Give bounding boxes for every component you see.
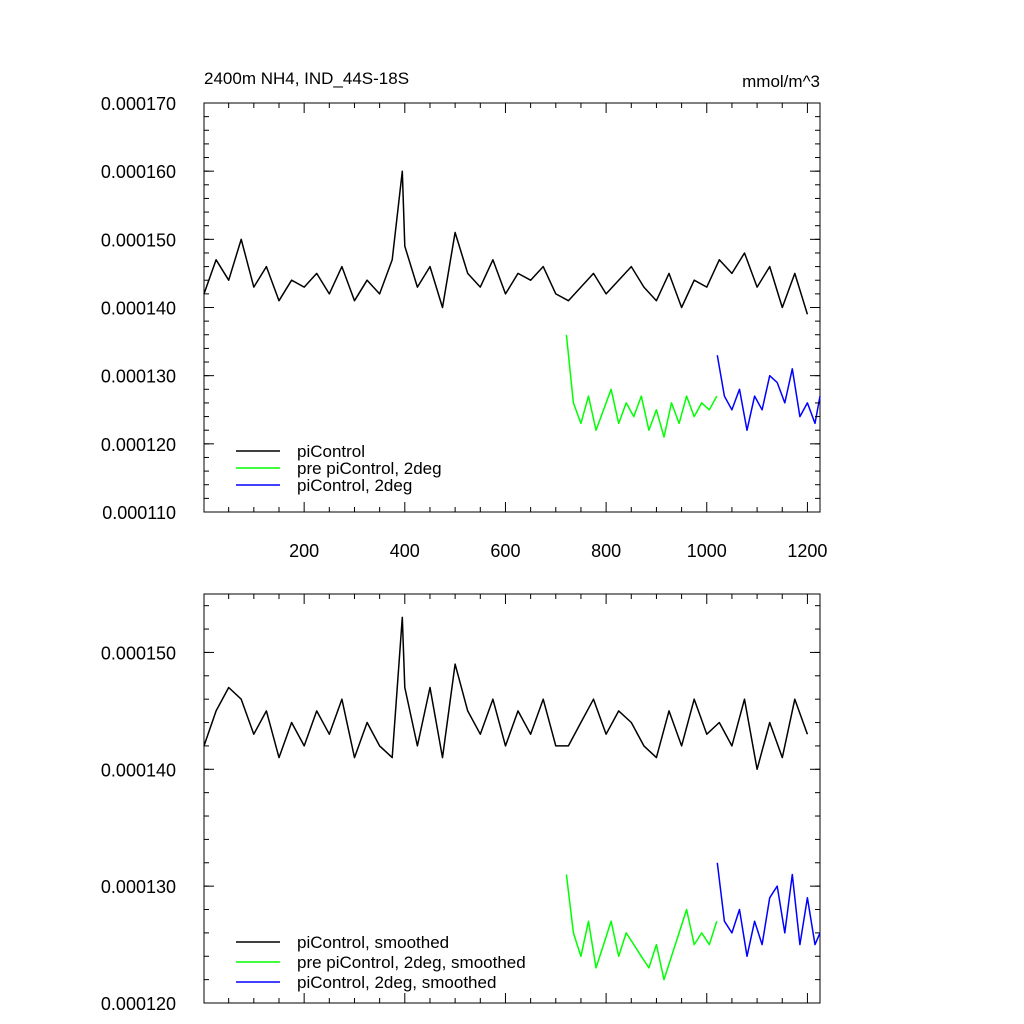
y-tick-label: 0.000130 [101, 877, 176, 897]
x-tick-label: 200 [289, 541, 319, 561]
x-tick-label: 600 [490, 541, 520, 561]
y-tick-label: 0.000150 [101, 643, 176, 663]
y-tick-label: 0.000130 [101, 367, 176, 387]
legend-label-0: piControl [297, 442, 365, 461]
series-line-2 [716, 355, 821, 431]
y-tick-label: 0.000140 [101, 299, 176, 319]
legend-label-0: piControl, smoothed [297, 933, 449, 952]
y-tick-label: 0.000140 [101, 760, 176, 780]
units-label: mmol/m^3 [742, 72, 820, 91]
legend-label-2: piControl, 2deg [297, 476, 412, 495]
chart-title: 2400m NH4, IND_44S-18S [204, 69, 409, 88]
y-tick-label: 0.000160 [101, 162, 176, 182]
bottom-panel: 0.000120 0.000130 0.000140 0.000150 piContro… [101, 593, 821, 1014]
y-tick-label: 0.000150 [101, 230, 176, 250]
series-line-2 [716, 862, 821, 958]
x-tick-label: 400 [390, 541, 420, 561]
x-tick-label: 1200 [787, 541, 827, 561]
legend-label-1: pre piControl, 2deg, smoothed [297, 953, 526, 972]
series-line-1 [565, 334, 718, 438]
series-line-0 [203, 170, 809, 315]
legend-label-2: piControl, 2deg, smoothed [297, 973, 496, 992]
y-tick-label: 0.000110 [102, 503, 176, 523]
series-line-1 [565, 874, 718, 981]
y-tick-label: 0.000120 [101, 994, 176, 1014]
y-tick-label: 0.000120 [101, 435, 176, 455]
y-tick-label: 0.000170 [101, 94, 176, 114]
x-tick-label: 800 [591, 541, 621, 561]
top-panel: 0.000110 0.000120 0.000130 0.000140 0.000150… [101, 94, 828, 561]
series-line-0 [203, 616, 809, 771]
legend-label-1: pre piControl, 2deg [297, 459, 442, 478]
plot-frame [203, 593, 821, 1004]
x-tick-label: 1000 [687, 541, 727, 561]
